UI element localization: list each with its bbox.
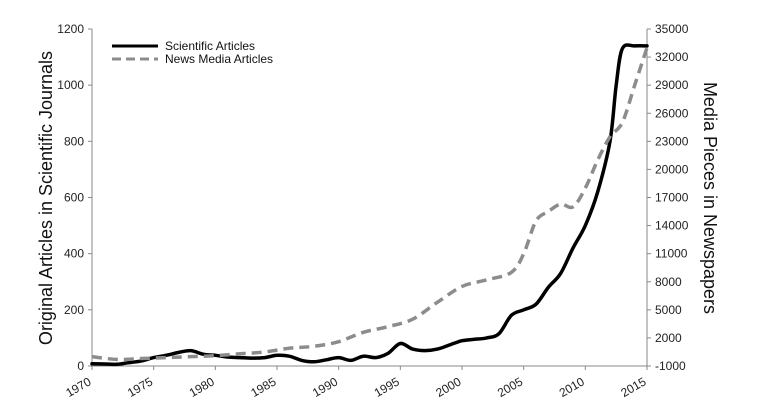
series-line-scientific-articles	[90, 43, 649, 367]
right-y-tick-label: 2000	[655, 331, 682, 345]
left-y-tick-label: 1000	[57, 78, 84, 92]
x-tick-label: 1995	[372, 374, 402, 400]
x-tick-label: 1980	[187, 374, 217, 400]
right-y-axis-ticks: -1000 2000 5000 8000 11000 14000 17000 20000 230…	[647, 22, 689, 373]
right-y-tick-label: 29000	[655, 78, 689, 92]
right-y-tick-label: 20000	[655, 162, 689, 176]
x-axis-ticks: 1970 1975 1980 1985 1990 1995 2000 2005 2010 2015	[63, 366, 649, 400]
left-y-axis-title: Original Articles in Scientific Journals	[36, 51, 56, 345]
left-y-tick-label: 600	[64, 191, 84, 205]
axes	[91, 29, 648, 367]
right-y-tick-label: 23000	[655, 134, 689, 148]
legend: Scientific Articles News Media Articles	[112, 39, 273, 66]
series-line-news-media-articles	[91, 47, 649, 362]
right-y-tick-label: 5000	[655, 303, 682, 317]
x-tick-label: 1990	[310, 374, 340, 400]
series-lines	[90, 43, 649, 367]
x-tick-label: 2000	[433, 374, 463, 400]
left-y-tick-label: 200	[64, 303, 84, 317]
right-y-tick-label: 11000	[655, 247, 688, 261]
x-tick-label: 1985	[248, 374, 278, 400]
x-tick-label: 1975	[125, 374, 155, 400]
left-y-tick-label: 0	[77, 359, 84, 373]
x-tick-label: 1970	[63, 374, 93, 400]
legend-label-scientific-articles: Scientific Articles	[165, 39, 255, 53]
left-y-tick-label: 400	[64, 247, 84, 261]
x-tick-label: 2005	[495, 374, 525, 400]
right-y-tick-label: 8000	[655, 275, 682, 289]
left-y-tick-label: 1200	[57, 22, 84, 36]
left-y-tick-label: 800	[64, 134, 84, 148]
right-y-tick-label: 32000	[655, 50, 689, 64]
legend-label-news-media-articles: News Media Articles	[165, 52, 273, 66]
right-y-tick-label: 26000	[655, 106, 689, 120]
x-tick-label: 2010	[557, 374, 587, 400]
right-y-axis-title: Media Pieces in Newspapers	[700, 82, 720, 314]
right-y-tick-label: 14000	[655, 219, 689, 233]
right-y-tick-label: -1000	[655, 359, 686, 373]
right-y-tick-label: 17000	[655, 191, 689, 205]
x-tick-label: 2015	[618, 374, 648, 400]
right-y-tick-label: 35000	[655, 22, 689, 36]
left-y-axis-ticks: 0 200 400 600 800 1000 1200	[57, 22, 92, 373]
